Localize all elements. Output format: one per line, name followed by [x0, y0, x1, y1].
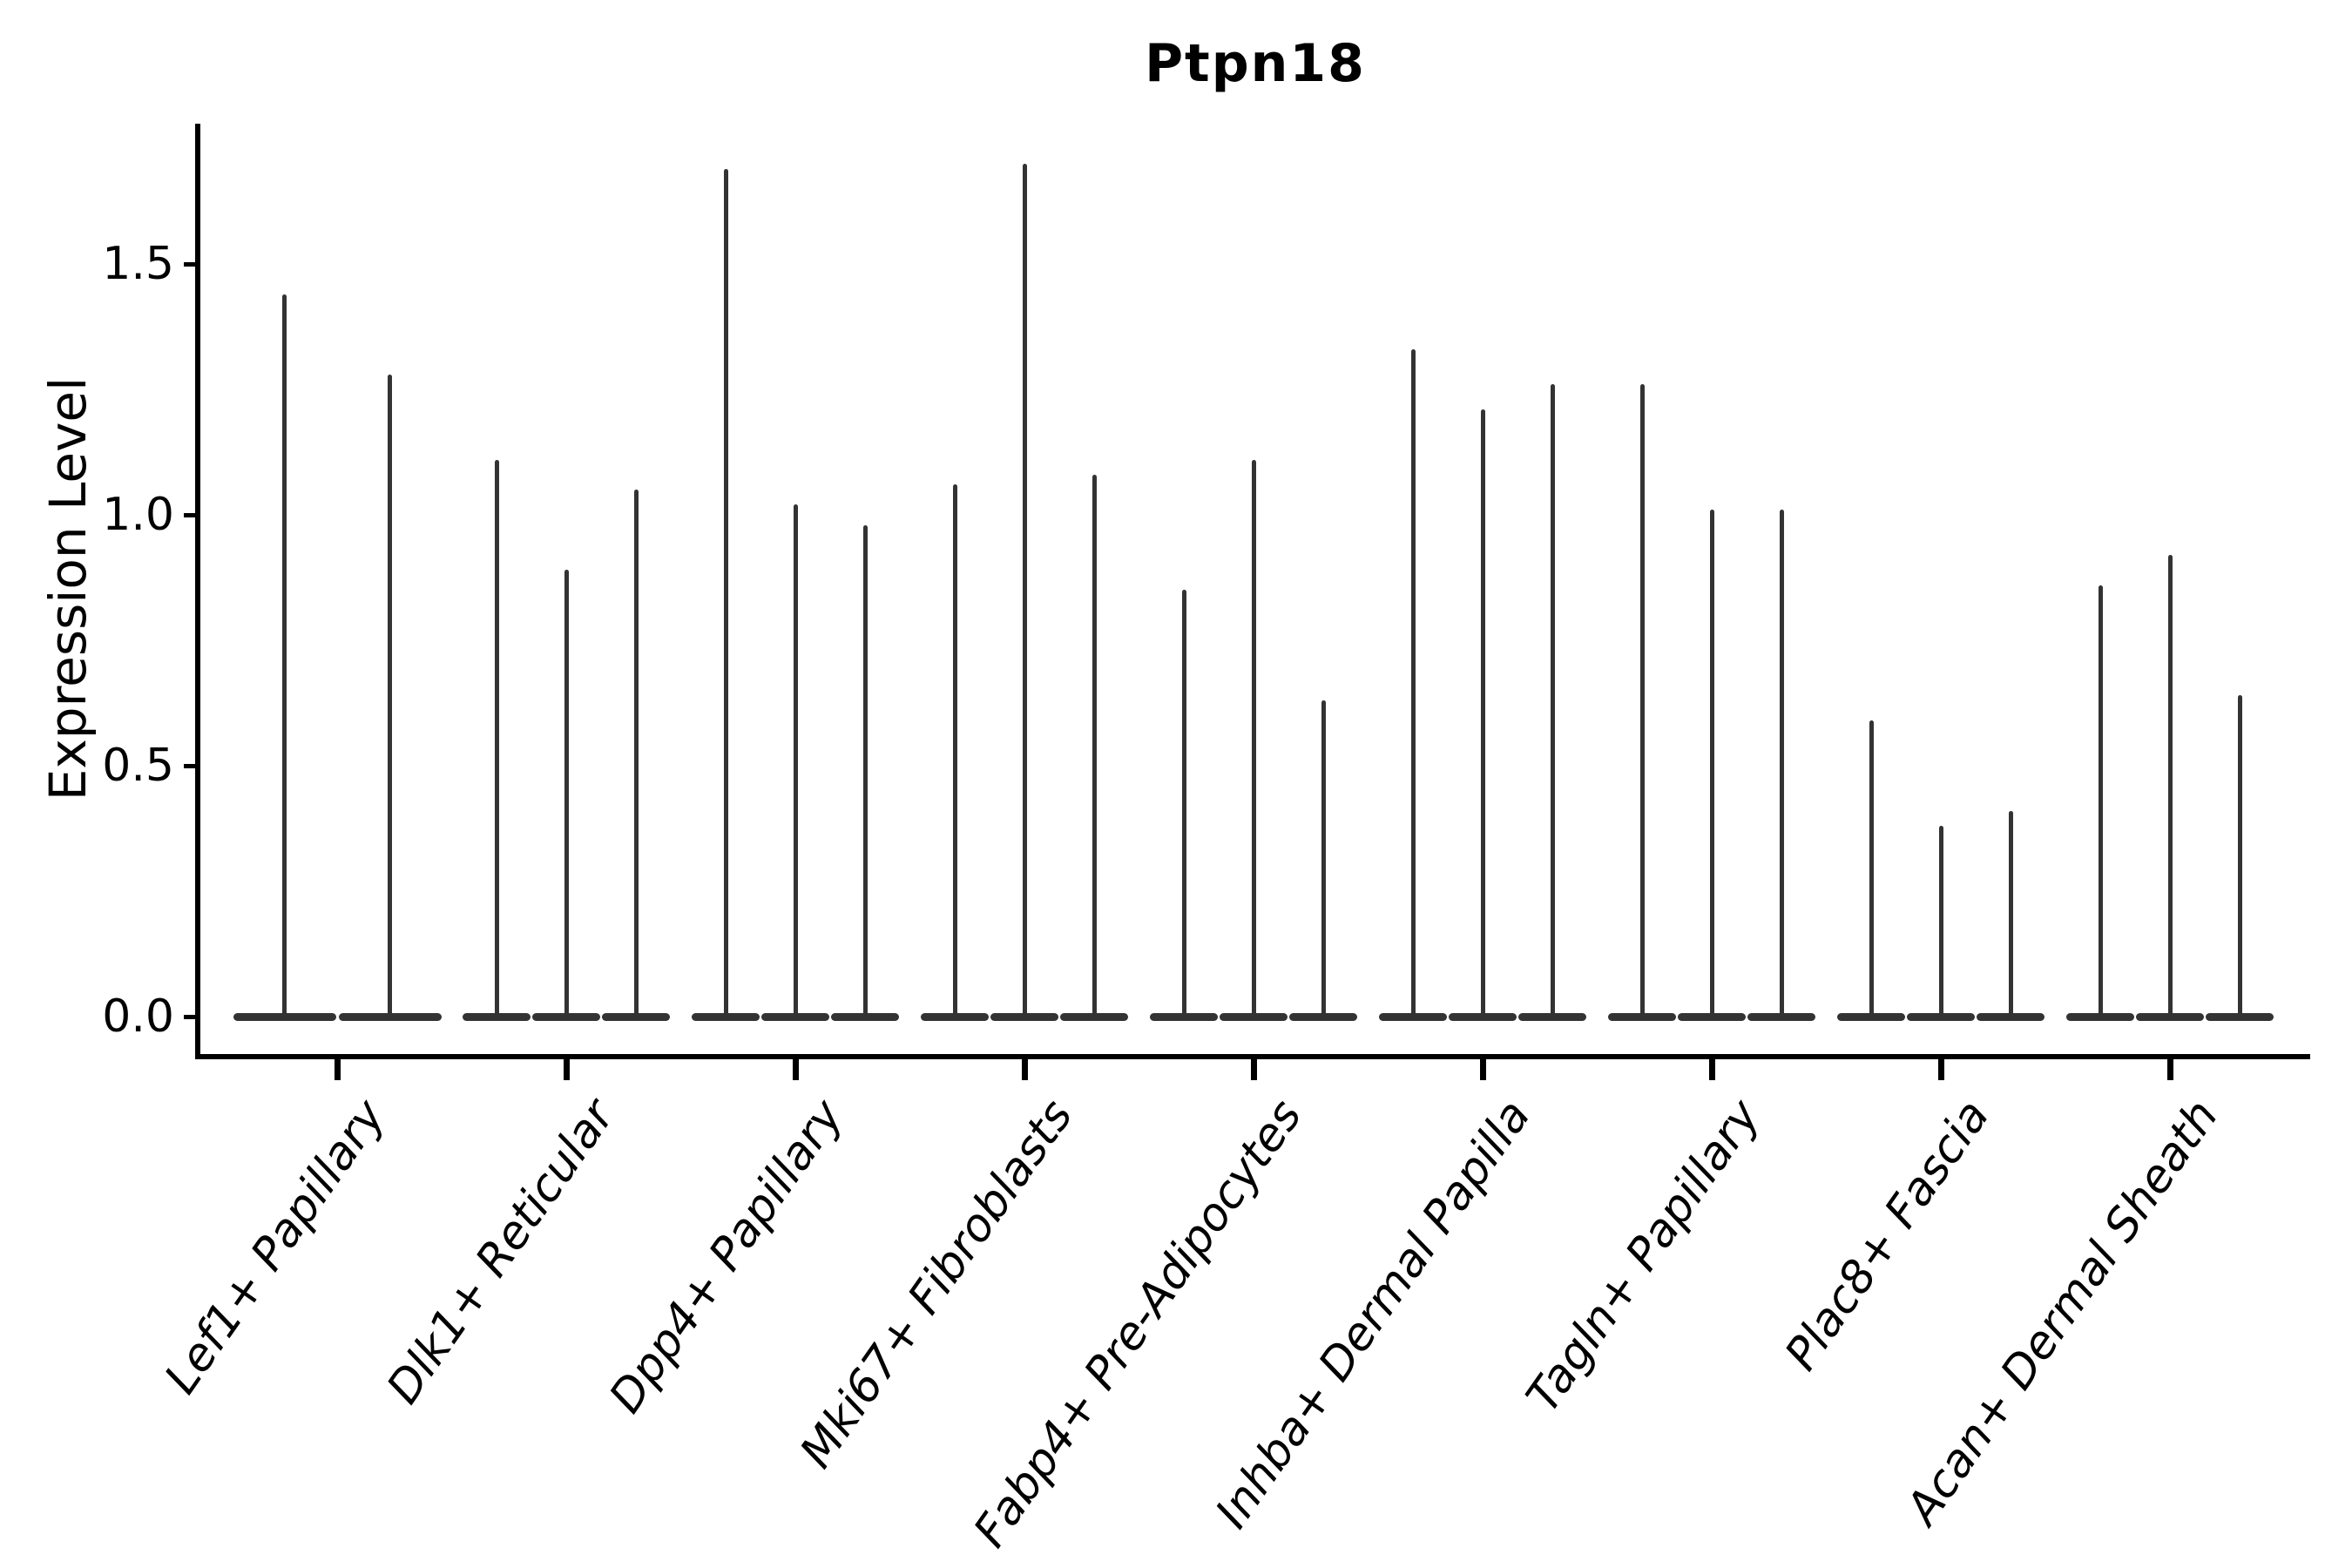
y-tick-mark: [184, 512, 198, 517]
violin-body: [1608, 1012, 1676, 1021]
violin-body: [1907, 1012, 1975, 1021]
x-tick-mark: [2166, 1057, 2173, 1080]
x-tick-mark: [1479, 1057, 1486, 1080]
violin-body: [532, 1012, 600, 1021]
violin-spike: [1709, 510, 1714, 1017]
violin-body: [2066, 1012, 2134, 1021]
y-tick-label: 1.5: [102, 238, 174, 290]
violin-body: [602, 1012, 670, 1021]
x-tick-label: Dpp4+ Papillary: [599, 1091, 855, 1423]
violin-body: [338, 1012, 442, 1021]
violin-spike: [1092, 474, 1097, 1017]
violin-body: [1449, 1012, 1517, 1021]
violin-spike: [1410, 348, 1416, 1017]
violin-spike: [564, 570, 569, 1017]
y-axis-spine: [195, 124, 200, 1059]
violin-body: [1379, 1012, 1447, 1021]
violin-body: [1060, 1012, 1128, 1021]
x-tick-label: Plac8+ Fascia: [1774, 1091, 2000, 1380]
y-tick-mark: [184, 1014, 198, 1019]
y-tick-mark: [184, 763, 198, 768]
violin-body: [1747, 1012, 1815, 1021]
violin-spike: [1779, 510, 1784, 1017]
x-tick-mark: [334, 1057, 341, 1080]
x-tick-mark: [563, 1057, 570, 1080]
violin-body: [761, 1012, 829, 1021]
violin-body: [831, 1012, 899, 1021]
violin-spike: [1480, 409, 1485, 1017]
violin-body: [1150, 1012, 1218, 1021]
x-tick-mark: [1937, 1057, 1944, 1080]
violin-body: [1518, 1012, 1586, 1021]
violin-body: [990, 1012, 1058, 1021]
violin-body: [1289, 1012, 1357, 1021]
violin-spike: [793, 504, 798, 1017]
violin-spike: [494, 459, 499, 1017]
violin-body: [2206, 1012, 2274, 1021]
violin-spike: [723, 168, 728, 1017]
violin-body: [921, 1012, 989, 1021]
violin-spike: [1022, 163, 1027, 1017]
x-tick-label: Lef1+ Papillary: [154, 1091, 396, 1403]
violin-body: [1678, 1012, 1746, 1021]
violin-body: [463, 1012, 531, 1021]
violin-spike: [2237, 695, 2242, 1017]
violin-spike: [633, 490, 639, 1017]
violin-body: [1220, 1012, 1288, 1021]
violin-spike: [2008, 810, 2013, 1017]
violin-spike: [1639, 384, 1645, 1017]
violin-spike: [1251, 459, 1256, 1017]
x-tick-mark: [1708, 1057, 1715, 1080]
violin-spike: [1938, 826, 1943, 1017]
chart-title: Ptpn18: [1145, 33, 1366, 94]
violin-body: [233, 1012, 336, 1021]
violin-body: [1837, 1012, 1905, 1021]
x-tick-mark: [1021, 1057, 1028, 1080]
violin-body: [2136, 1012, 2204, 1021]
y-tick-mark: [184, 261, 198, 267]
violin-body: [1977, 1012, 2044, 1021]
violin-spike: [2098, 585, 2103, 1017]
violin-spike: [1181, 590, 1186, 1017]
violin-spike: [952, 484, 957, 1017]
violin-spike: [1321, 700, 1326, 1017]
x-tick-label: Tagln+ Papillary: [1516, 1091, 1771, 1423]
violin-body: [692, 1012, 760, 1021]
y-tick-label: 0.5: [102, 740, 174, 792]
y-tick-label: 1.0: [102, 489, 174, 541]
x-tick-mark: [792, 1057, 799, 1080]
y-axis-label: Expression Level: [38, 376, 98, 801]
violin-spike: [862, 524, 868, 1017]
violin-spike: [2167, 555, 2173, 1017]
x-tick-mark: [1250, 1057, 1257, 1080]
violin-spike: [1550, 384, 1555, 1017]
violin-spike: [388, 374, 392, 1017]
y-tick-label: 0.0: [102, 990, 174, 1043]
x-tick-label: Dlk1+ Reticular: [376, 1091, 625, 1414]
violin-spike: [1869, 720, 1874, 1017]
violin-spike: [282, 294, 287, 1017]
